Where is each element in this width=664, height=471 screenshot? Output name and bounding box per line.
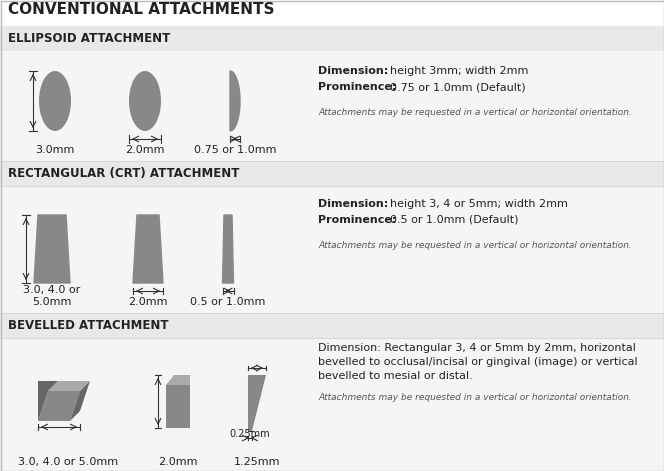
Polygon shape	[48, 381, 90, 391]
Text: height 3, 4 or 5mm; width 2mm: height 3, 4 or 5mm; width 2mm	[390, 199, 568, 209]
Text: CONVENTIONAL ATTACHMENTS: CONVENTIONAL ATTACHMENTS	[8, 2, 274, 17]
Polygon shape	[0, 161, 664, 186]
Text: Attachments may be requested in a vertical or horizontal orientation.: Attachments may be requested in a vertic…	[318, 108, 632, 117]
Text: bevelled to occlusal/incisal or gingival (image) or vertical: bevelled to occlusal/incisal or gingival…	[318, 357, 637, 367]
Text: 2.0mm: 2.0mm	[128, 297, 168, 307]
Polygon shape	[230, 71, 240, 131]
Text: bevelled to mesial or distal.: bevelled to mesial or distal.	[318, 371, 473, 381]
Text: 0.5 or 1.0mm: 0.5 or 1.0mm	[191, 297, 266, 307]
Polygon shape	[166, 375, 190, 385]
Text: 3.0, 4.0 or
5.0mm: 3.0, 4.0 or 5.0mm	[23, 285, 80, 307]
Text: 0.25mm: 0.25mm	[230, 429, 270, 439]
Text: Dimension:: Dimension:	[318, 199, 388, 209]
Polygon shape	[166, 385, 190, 428]
Text: Prominence:: Prominence:	[318, 215, 396, 225]
Polygon shape	[0, 338, 664, 471]
Polygon shape	[0, 186, 664, 313]
Polygon shape	[38, 381, 58, 421]
Text: 2.0mm: 2.0mm	[125, 145, 165, 155]
Polygon shape	[0, 51, 664, 161]
Text: 0.5 or 1.0mm (Default): 0.5 or 1.0mm (Default)	[390, 215, 519, 225]
Text: height 3mm; width 2mm: height 3mm; width 2mm	[390, 66, 529, 76]
Text: Dimension:: Dimension:	[318, 66, 388, 76]
Polygon shape	[70, 381, 90, 421]
Polygon shape	[222, 215, 234, 283]
Ellipse shape	[129, 71, 161, 131]
Text: 0.75 or 1.0mm: 0.75 or 1.0mm	[194, 145, 276, 155]
Text: RECTANGULAR (CRT) ATTACHMENT: RECTANGULAR (CRT) ATTACHMENT	[8, 167, 240, 180]
Polygon shape	[34, 215, 70, 283]
Polygon shape	[248, 375, 266, 431]
Text: Attachments may be requested in a vertical or horizontal orientation.: Attachments may be requested in a vertic…	[318, 241, 632, 250]
Polygon shape	[38, 391, 80, 421]
Text: 1.25mm: 1.25mm	[234, 457, 280, 467]
Polygon shape	[133, 215, 163, 283]
Polygon shape	[0, 313, 664, 338]
Text: Attachments may be requested in a vertical or horizontal orientation.: Attachments may be requested in a vertic…	[318, 393, 632, 402]
Text: BEVELLED ATTACHMENT: BEVELLED ATTACHMENT	[8, 319, 169, 332]
Text: Dimension: Rectangular 3, 4 or 5mm by 2mm, horizontal: Dimension: Rectangular 3, 4 or 5mm by 2m…	[318, 343, 636, 353]
Text: ELLIPSOID ATTACHMENT: ELLIPSOID ATTACHMENT	[8, 32, 170, 45]
Polygon shape	[0, 26, 664, 51]
Text: 2.0mm: 2.0mm	[158, 457, 198, 467]
Text: 3.0, 4.0 or 5.0mm: 3.0, 4.0 or 5.0mm	[18, 457, 118, 467]
Text: Prominence:: Prominence:	[318, 82, 396, 92]
Text: 0.75 or 1.0mm (Default): 0.75 or 1.0mm (Default)	[390, 82, 526, 92]
Text: 3.0mm: 3.0mm	[35, 145, 74, 155]
Ellipse shape	[39, 71, 71, 131]
